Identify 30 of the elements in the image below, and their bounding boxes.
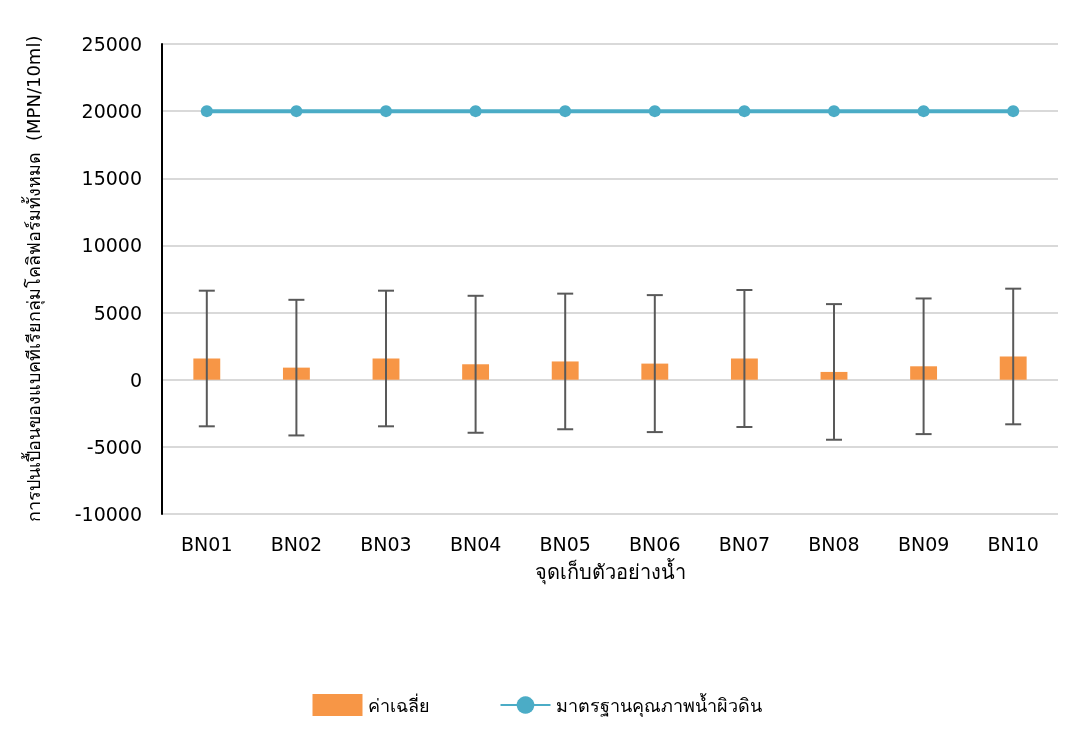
y-axis-title: การปนเปื้อนของแบคทีเรียกลุ่มโคลิฟอร์มทั้งหมด (MPN/10ml) bbox=[20, 35, 45, 523]
bar bbox=[999, 356, 1027, 380]
x-tick-label: BN09 bbox=[897, 532, 950, 555]
x-tick-label: BN08 bbox=[808, 532, 860, 555]
y-tick-label: 0 bbox=[129, 368, 142, 391]
bar bbox=[730, 358, 758, 380]
legend-label: มาตรฐานคุณภาพน้ำผิวดิน bbox=[555, 692, 762, 717]
y-tick-label: 15000 bbox=[81, 167, 142, 190]
y-tick-label: 20000 bbox=[81, 100, 142, 123]
x-tick-label: BN10 bbox=[987, 532, 1039, 555]
legend-label: ค่าเฉลี่ย bbox=[367, 692, 430, 716]
bar bbox=[641, 363, 669, 380]
x-tick-label: BN06 bbox=[629, 532, 681, 555]
y-tick-label: -10000 bbox=[74, 503, 142, 525]
x-tick-label: BN04 bbox=[449, 532, 502, 555]
x-axis-title: จุดเก็บตัวอย่างน้ำ bbox=[534, 558, 686, 585]
x-tick-label: BN01 bbox=[181, 532, 233, 555]
y-tick-label: 10000 bbox=[81, 234, 142, 257]
bar bbox=[282, 367, 310, 380]
x-tick-label: BN02 bbox=[270, 532, 323, 555]
bar bbox=[193, 358, 221, 380]
x-tick-label: BN05 bbox=[539, 532, 591, 555]
y-tick-label: 5000 bbox=[93, 301, 142, 324]
bar bbox=[462, 364, 490, 380]
x-tick-label: BN07 bbox=[718, 532, 771, 555]
bar bbox=[910, 366, 938, 380]
y-tick-label: -5000 bbox=[86, 435, 142, 458]
bar bbox=[551, 361, 579, 380]
x-tick-label: BN03 bbox=[360, 532, 412, 555]
y-tick-label: 25000 bbox=[81, 33, 142, 55]
